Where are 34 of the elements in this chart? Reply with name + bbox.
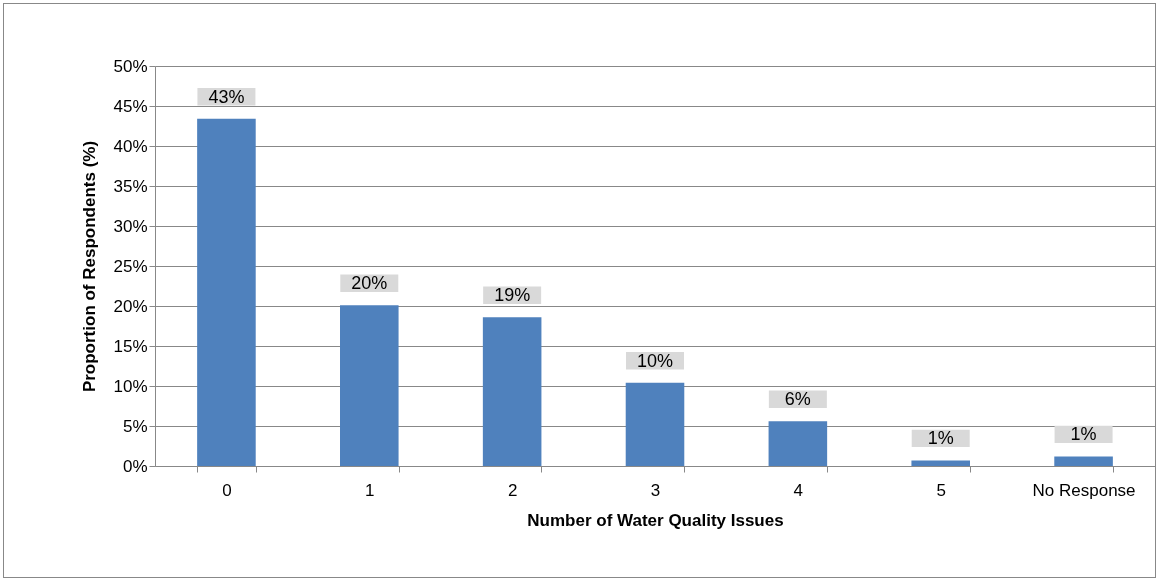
x-tick-label: 4 <box>793 480 804 500</box>
x-tick-label: 0 <box>222 480 232 500</box>
data-label: 10% <box>636 350 674 371</box>
bar <box>911 460 970 466</box>
bar <box>625 382 685 466</box>
bar <box>1054 456 1113 466</box>
x-tick-label: 5 <box>936 480 946 500</box>
y-tick-label: 30% <box>113 216 148 236</box>
data-label: 6% <box>784 389 811 410</box>
x-tick-label: 2 <box>507 480 518 500</box>
bar <box>768 421 828 466</box>
y-tick-label: 10% <box>113 376 148 396</box>
y-tick-label: 45% <box>113 96 148 116</box>
x-tick-label: No Response <box>1032 480 1136 500</box>
y-axis-title: Proportion of Respondents (%) <box>80 140 100 393</box>
y-tick-label: 0% <box>122 456 148 476</box>
data-label: 43% <box>208 86 245 107</box>
x-tick-label: 1 <box>365 480 375 500</box>
x-axis-title: Number of Water Quality Issues <box>527 510 784 530</box>
data-label: 19% <box>494 285 531 306</box>
data-label: 20% <box>351 273 388 294</box>
y-tick-label: 40% <box>113 136 148 156</box>
data-label: 1% <box>1070 424 1097 445</box>
y-tick-label: 20% <box>113 296 148 316</box>
y-tick-label: 15% <box>113 336 148 356</box>
y-tick-label: 50% <box>113 56 148 76</box>
bar <box>340 305 399 466</box>
y-tick-label: 35% <box>113 176 148 196</box>
bar <box>197 118 256 466</box>
y-tick-label: 25% <box>113 256 148 276</box>
bar <box>482 317 542 466</box>
x-tick-label: 3 <box>650 480 661 500</box>
data-label: 1% <box>927 428 954 449</box>
y-tick-label: 5% <box>122 416 148 436</box>
